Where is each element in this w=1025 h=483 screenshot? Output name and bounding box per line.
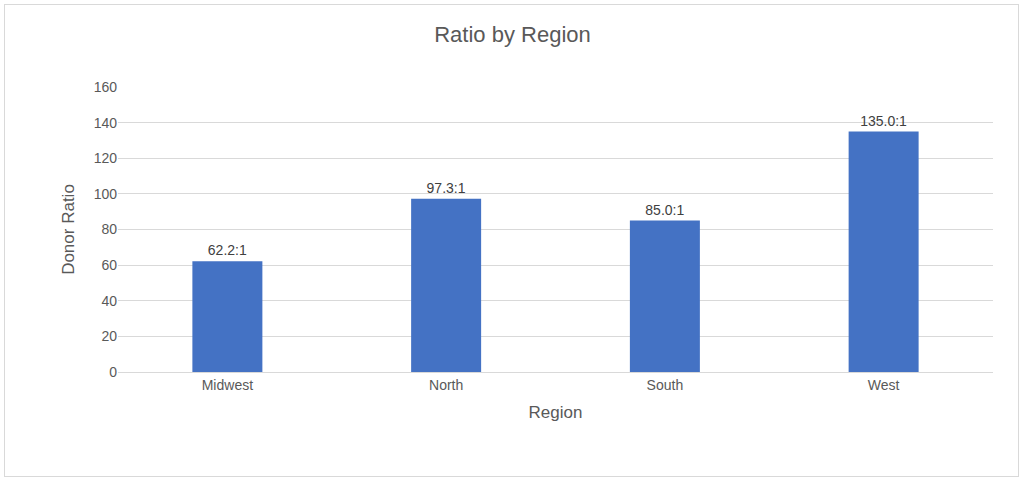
svg-text:60: 60 — [101, 257, 117, 273]
svg-text:140: 140 — [94, 115, 118, 131]
svg-text:160: 160 — [94, 79, 118, 95]
svg-text:40: 40 — [101, 293, 117, 309]
svg-text:Ratio by Region: Ratio by Region — [434, 22, 591, 47]
svg-text:120: 120 — [94, 150, 118, 166]
svg-text:100: 100 — [94, 186, 118, 202]
svg-text:80: 80 — [101, 221, 117, 237]
svg-text:97.3:1: 97.3:1 — [427, 180, 466, 196]
svg-text:135.0:1: 135.0:1 — [860, 113, 907, 129]
svg-text:West: West — [868, 377, 900, 393]
svg-text:Midwest: Midwest — [202, 377, 253, 393]
svg-text:Donor Ratio: Donor Ratio — [59, 184, 78, 275]
svg-text:0: 0 — [109, 364, 117, 380]
svg-text:Region: Region — [529, 403, 583, 422]
svg-text:20: 20 — [101, 328, 117, 344]
svg-text:62.2:1: 62.2:1 — [208, 242, 247, 258]
svg-text:85.0:1: 85.0:1 — [645, 202, 684, 218]
svg-text:North: North — [429, 377, 463, 393]
svg-text:South: South — [647, 377, 684, 393]
